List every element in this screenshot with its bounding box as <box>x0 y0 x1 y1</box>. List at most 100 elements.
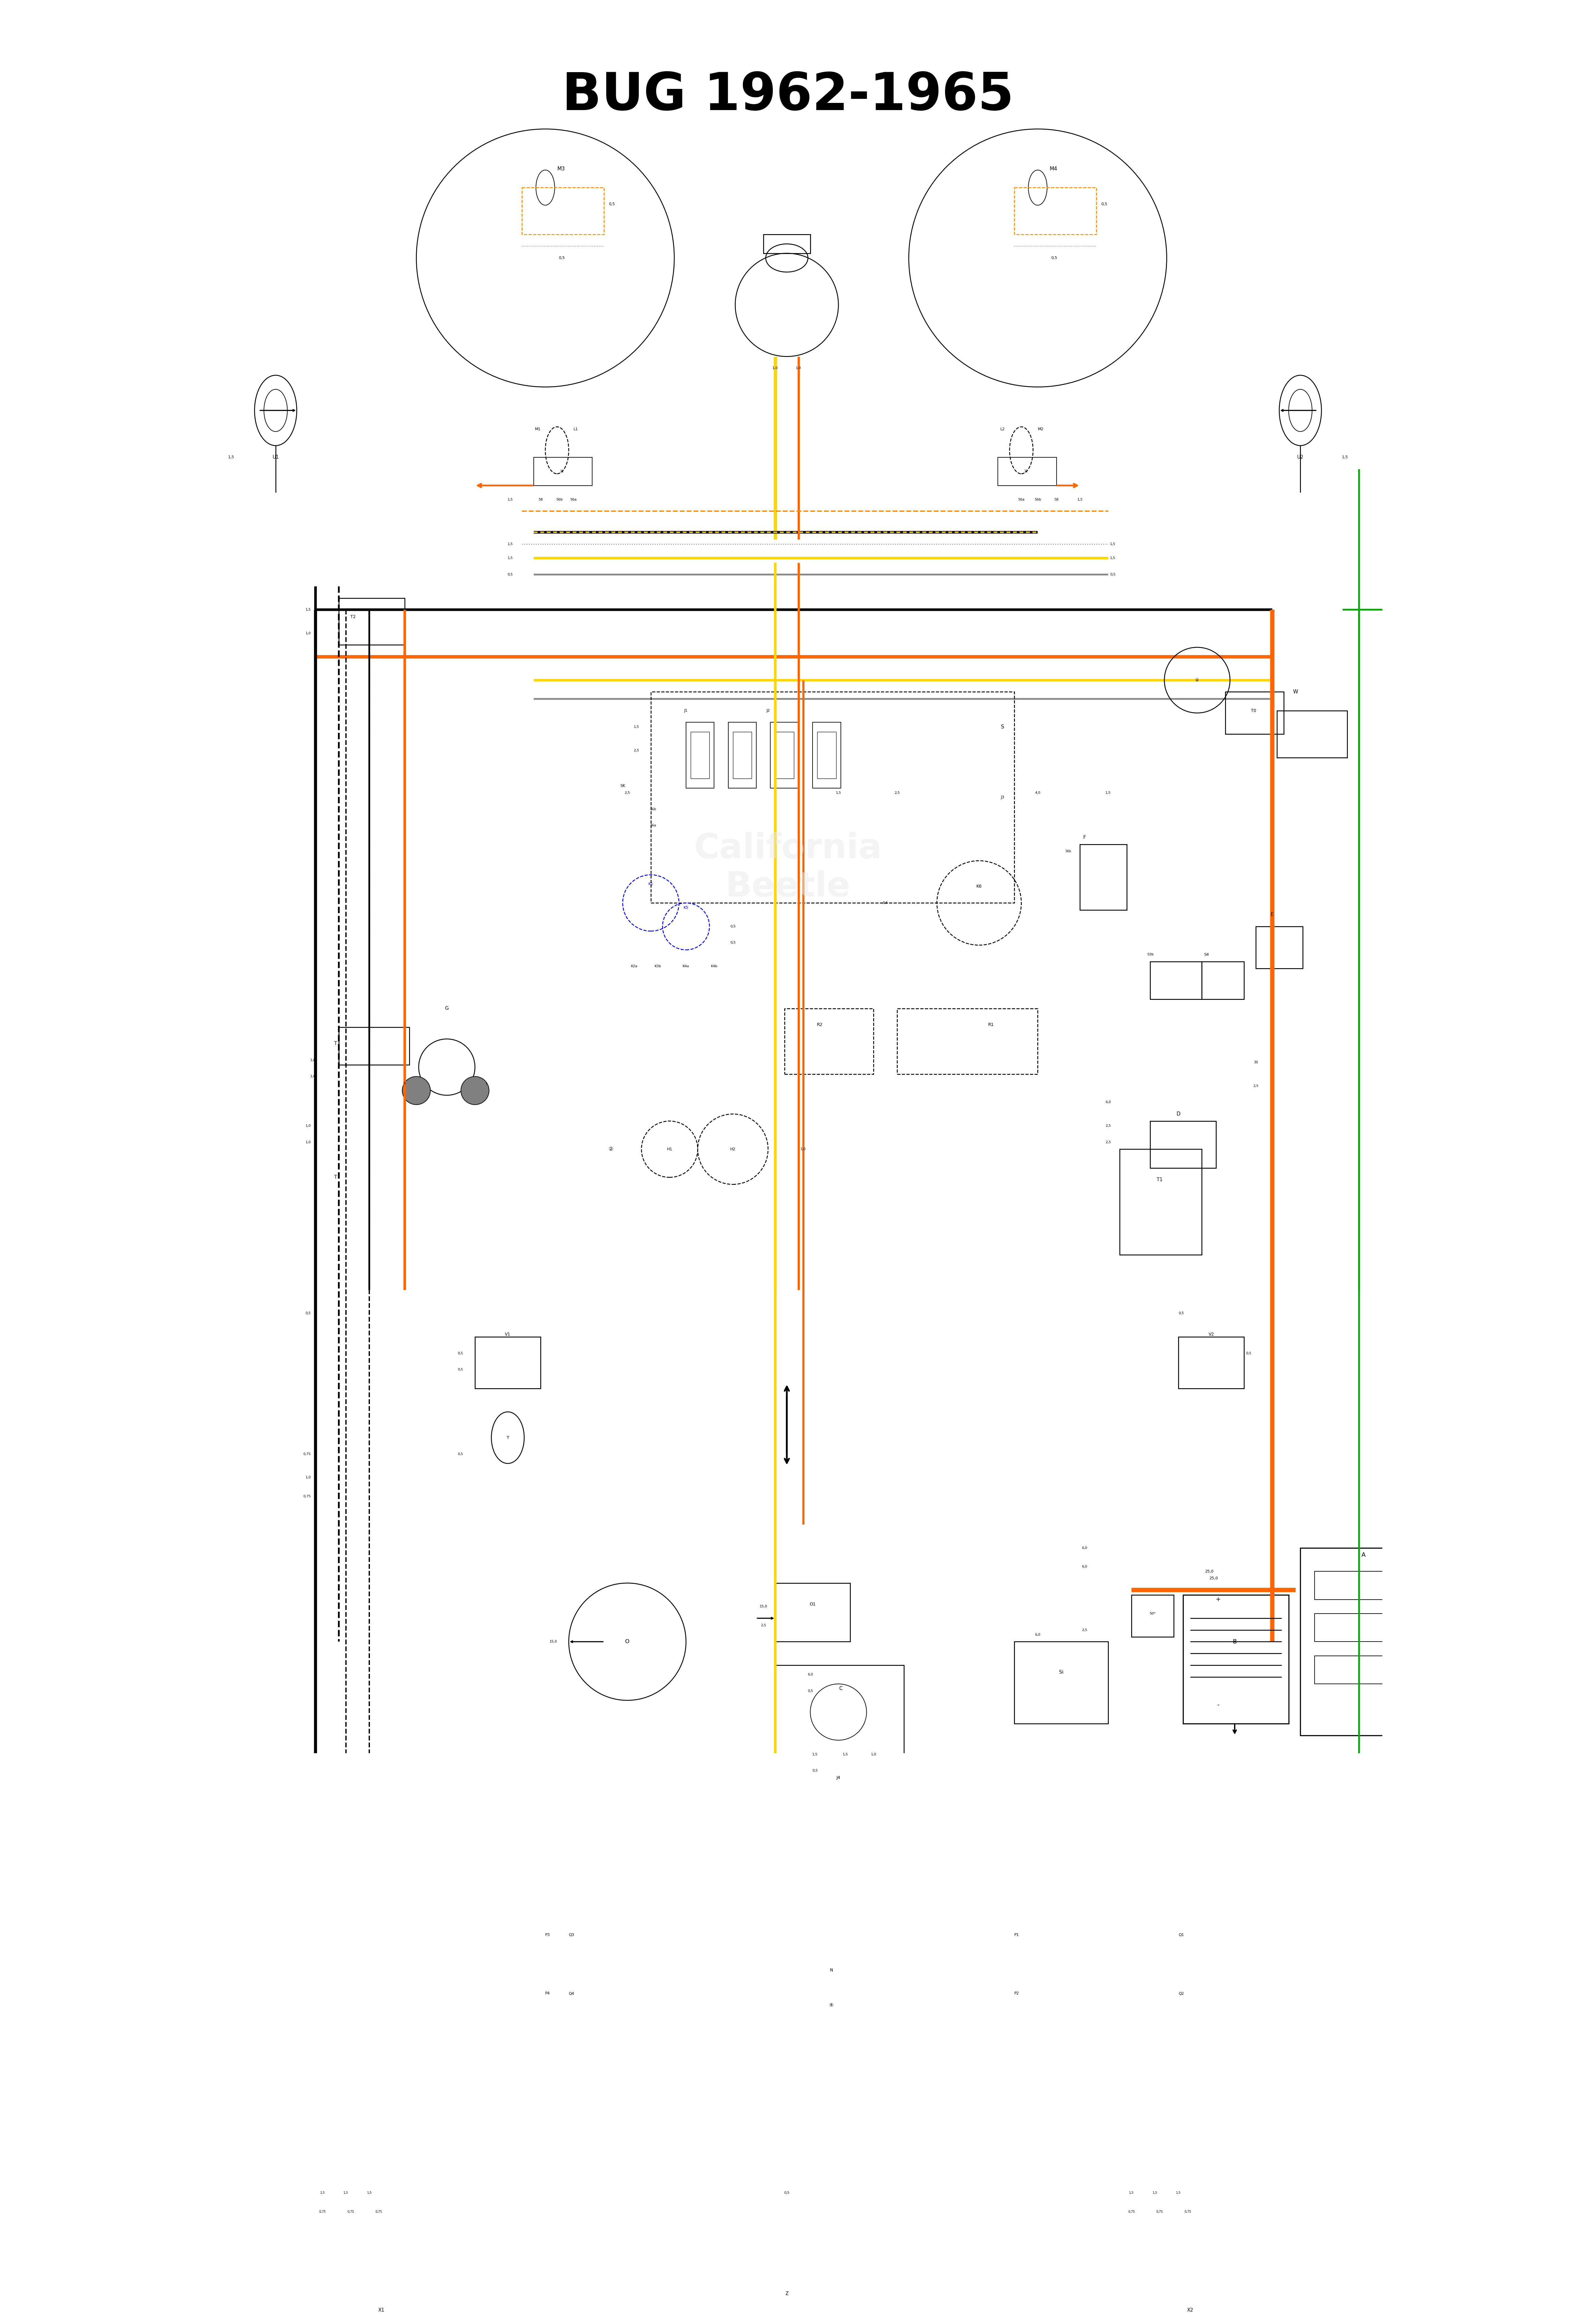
Text: 1,5: 1,5 <box>1176 2192 1180 2194</box>
Bar <box>1179 1336 1243 1387</box>
Text: X2: X2 <box>1187 2308 1193 2312</box>
Bar <box>818 732 837 779</box>
Text: J2: J2 <box>766 709 769 713</box>
Text: +: + <box>1215 1597 1221 1604</box>
Bar <box>339 597 405 646</box>
Text: 2,5: 2,5 <box>1081 1629 1087 1631</box>
Text: 0,5: 0,5 <box>812 1769 818 1773</box>
Text: California
Beetle: California Beetle <box>693 832 883 904</box>
Text: ④: ④ <box>829 2003 834 2008</box>
Text: 1,5: 1,5 <box>812 1752 818 1757</box>
Text: 15,0: 15,0 <box>760 1606 768 1608</box>
Text: S4: S4 <box>1204 953 1209 957</box>
Text: P1: P1 <box>1015 1934 1020 1936</box>
Text: C: C <box>838 1685 843 1692</box>
Text: 0,5: 0,5 <box>1179 1311 1184 1315</box>
Text: 1,0: 1,0 <box>801 1148 805 1150</box>
Text: 1,0: 1,0 <box>306 1476 310 1478</box>
Text: U2: U2 <box>1297 456 1303 460</box>
Text: H2: H2 <box>730 1148 736 1150</box>
Text: U1: U1 <box>273 456 279 460</box>
Text: 0,5: 0,5 <box>558 256 564 260</box>
Bar <box>1277 711 1347 758</box>
Text: 1,5: 1,5 <box>507 497 512 502</box>
Text: 2,5: 2,5 <box>761 1624 766 1627</box>
Text: 56a: 56a <box>571 497 577 502</box>
Text: P4: P4 <box>545 1992 550 1996</box>
Text: K3b: K3b <box>654 964 662 967</box>
Text: 58: 58 <box>1054 497 1059 502</box>
Text: 6,0: 6,0 <box>807 1673 813 1676</box>
Text: 1,5: 1,5 <box>344 2192 348 2194</box>
Text: B: B <box>1232 1638 1237 1645</box>
Text: 6,0: 6,0 <box>1081 1545 1087 1550</box>
Text: 0,5: 0,5 <box>457 1353 463 1355</box>
Text: M4: M4 <box>1050 165 1057 172</box>
Text: Si: Si <box>1059 1671 1064 1676</box>
Bar <box>1256 927 1303 969</box>
Bar <box>1080 844 1127 911</box>
Text: 56b: 56b <box>556 497 563 502</box>
Text: 6,0: 6,0 <box>1035 1634 1040 1636</box>
Bar <box>775 732 794 779</box>
Text: 58: 58 <box>539 497 542 502</box>
Text: 2,5: 2,5 <box>1253 1085 1259 1088</box>
Text: M2: M2 <box>1037 428 1043 432</box>
Text: 1,5: 1,5 <box>1110 558 1116 560</box>
Text: 0,75: 0,75 <box>303 1452 310 1455</box>
Bar <box>733 732 752 779</box>
Text: 0,75: 0,75 <box>1128 2210 1135 2212</box>
Text: 31: 31 <box>559 469 564 474</box>
Text: 1,5: 1,5 <box>634 725 640 730</box>
Text: Z: Z <box>785 2291 788 2296</box>
Text: S3b: S3b <box>1147 953 1154 955</box>
Text: Y: Y <box>506 1436 509 1441</box>
Text: 4,0: 4,0 <box>1035 790 1040 795</box>
Text: 2,5: 2,5 <box>1105 1141 1111 1143</box>
Text: 56b: 56b <box>1065 851 1072 853</box>
Text: 30: 30 <box>1253 1060 1258 1064</box>
Bar <box>1121 1148 1202 1255</box>
Bar <box>1097 1975 1166 2013</box>
Text: T: T <box>334 1176 337 1181</box>
Text: 15,0: 15,0 <box>550 1641 556 1643</box>
Text: 0,5: 0,5 <box>1051 256 1057 260</box>
Text: F: F <box>1083 834 1086 839</box>
Text: 1,0: 1,0 <box>772 367 779 370</box>
Text: H1: H1 <box>667 1148 673 1150</box>
Text: ④: ④ <box>1195 679 1199 683</box>
Text: O: O <box>626 1638 629 1645</box>
Bar <box>771 723 799 788</box>
Text: M3: M3 <box>556 165 564 172</box>
Bar <box>785 1009 873 1074</box>
Text: 0,5: 0,5 <box>608 202 615 207</box>
Text: 56a: 56a <box>1018 497 1024 502</box>
Text: 0,75: 0,75 <box>320 2210 326 2212</box>
Text: J4: J4 <box>837 1776 840 1780</box>
Text: N: N <box>831 1968 834 1973</box>
Bar <box>564 1917 621 1952</box>
Bar <box>1032 1917 1089 1952</box>
Text: 0,5: 0,5 <box>807 1690 813 1692</box>
Text: 1,5: 1,5 <box>320 2192 325 2194</box>
Text: T0: T0 <box>1251 709 1256 713</box>
Text: 2,5: 2,5 <box>894 790 900 795</box>
Text: 1,5: 1,5 <box>507 558 512 560</box>
Text: 1,0: 1,0 <box>310 1057 315 1062</box>
Text: K4b: K4b <box>711 964 717 967</box>
Bar <box>534 458 593 486</box>
Bar <box>1225 693 1284 734</box>
Text: 56b: 56b <box>651 806 656 811</box>
Circle shape <box>402 1076 430 1104</box>
Bar <box>1015 1641 1108 1724</box>
Text: T1: T1 <box>1157 1178 1163 1183</box>
Text: SK: SK <box>621 783 626 788</box>
Bar <box>813 723 840 788</box>
Text: 1,0: 1,0 <box>796 367 801 370</box>
Text: 1,5: 1,5 <box>1105 790 1111 795</box>
Bar <box>474 1336 541 1387</box>
Text: 1,5: 1,5 <box>367 2192 372 2194</box>
Text: 1,5: 1,5 <box>507 541 512 546</box>
Text: K5: K5 <box>684 906 689 909</box>
Text: E: E <box>1270 913 1273 918</box>
